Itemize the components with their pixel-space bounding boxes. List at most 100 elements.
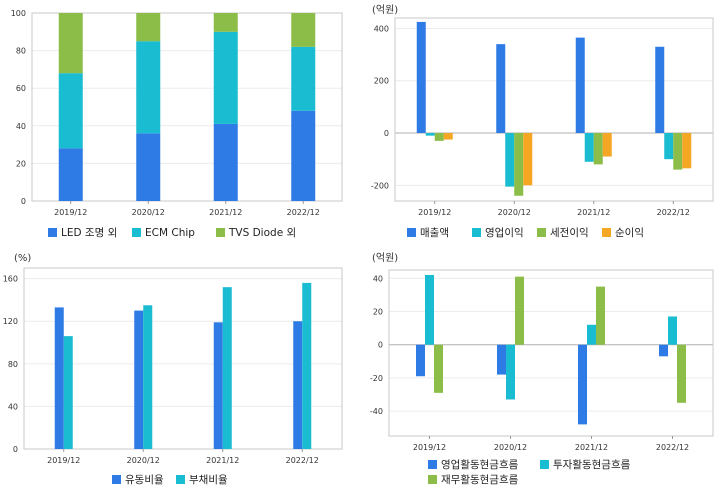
bar (587, 324, 596, 345)
bar (136, 41, 161, 134)
x-tick-label: 2019/12 (418, 208, 451, 217)
bar (416, 21, 426, 134)
y-tick-label: -20 (370, 374, 383, 383)
y-tick-label: 160 (3, 275, 18, 284)
x-tick-label: 2019/12 (54, 208, 87, 217)
unit-label: (억원) (372, 252, 398, 264)
bar (523, 133, 533, 186)
bar (302, 282, 312, 449)
bar (584, 133, 594, 162)
legend-swatch (540, 460, 549, 469)
bar (291, 46, 316, 111)
y-tick-label: 20 (373, 308, 383, 317)
y-tick-label: -40 (370, 407, 383, 416)
plot-frame (31, 12, 343, 202)
bar (575, 37, 585, 134)
legend-label: 재무활동현금흐름 (441, 473, 519, 486)
y-tick-label: 0 (384, 129, 389, 138)
bar (136, 133, 161, 201)
bar (506, 344, 515, 400)
legend-swatch (407, 228, 416, 237)
x-tick-label: 2021/12 (209, 208, 242, 217)
bar (213, 123, 238, 201)
bar (58, 73, 83, 149)
legend: LED 조명 외 ECM Chip TVS Diode 외 (48, 227, 296, 239)
bar (143, 305, 153, 449)
y-tick-label: 40 (16, 122, 26, 131)
x-tick-label: 2022/12 (656, 443, 689, 452)
bar (514, 133, 524, 196)
legend-swatch (428, 475, 437, 484)
bar (291, 13, 316, 47)
legend-label: 세전이익 (550, 227, 589, 239)
x-tick-label: 2020/12 (127, 456, 160, 465)
legend-swatch (132, 228, 141, 237)
x-tick-label: 2021/12 (577, 208, 610, 217)
legend-swatch (112, 475, 121, 484)
bar (213, 31, 238, 124)
y-tick-label: 400 (374, 24, 389, 33)
x-tick-label: 2021/12 (575, 443, 608, 452)
plot-frame (394, 17, 714, 202)
y-tick-label: 80 (8, 360, 18, 369)
y-tick-label: 0 (378, 341, 383, 350)
plot-frame (388, 269, 714, 437)
chart-revenue-mix: 0 20 40 60 80 100 2019/12 2020/12 2021/12 2022/12… (11, 9, 343, 239)
legend: 매출액 영업이익 세전이익 순이익 (407, 226, 644, 239)
y-tick-label: 0 (13, 445, 18, 454)
bar (655, 46, 665, 134)
bar (213, 322, 223, 449)
x-tick-label: 2022/12 (286, 456, 319, 465)
bar (54, 307, 64, 449)
bar (496, 44, 506, 134)
legend-item: 순이익 (602, 227, 644, 239)
legend-item: TVS Diode 외 (216, 227, 296, 239)
legend-item: 유동비율 (112, 474, 164, 486)
bar (425, 133, 435, 136)
y-tick-label: 120 (3, 317, 18, 326)
legend-item: 재무활동현금흐름 (428, 473, 519, 486)
bar (578, 344, 587, 425)
x-tick-label: 2020/12 (494, 443, 527, 452)
legend-item: 투자활동현금흐름 (540, 458, 631, 471)
x-tick-label: 2019/12 (413, 443, 446, 452)
bar (222, 287, 232, 449)
chart-profit: -200 0 200 400 (억원) 2019/12 2020/12 2021/12 2022… (371, 4, 714, 239)
legend-item: 영업활동현금흐름 (428, 458, 519, 471)
bar (416, 344, 425, 377)
bar (602, 133, 612, 157)
legend-swatch (602, 228, 611, 237)
legend: 유동비율 부채비율 (112, 474, 228, 486)
legend-label: 영업활동현금흐름 (441, 458, 519, 471)
x-tick-label: 2022/12 (657, 208, 690, 217)
bar (136, 13, 161, 42)
y-tick-label: 100 (11, 9, 26, 18)
bar (213, 13, 238, 32)
bar (63, 336, 73, 449)
bar (505, 133, 515, 187)
y-tick-label: 0 (21, 197, 26, 206)
legend-label: 순이익 (615, 227, 644, 239)
legend-swatch (428, 460, 437, 469)
x-tick-label: 2019/12 (47, 456, 80, 465)
bar (593, 133, 603, 165)
plot-frame (23, 267, 343, 450)
legend-label: TVS Diode 외 (228, 227, 296, 239)
bar (434, 344, 443, 393)
legend-item: 매출액 (407, 227, 449, 239)
legend-label: 매출액 (420, 227, 449, 239)
bar (677, 344, 686, 403)
legend-swatch (48, 228, 57, 237)
legend-label: 투자활동현금흐름 (553, 458, 631, 471)
legend-label: 부채비율 (189, 474, 228, 486)
bar (664, 133, 674, 160)
legend-item: ECM Chip (132, 227, 195, 239)
y-tick-label: 40 (8, 402, 18, 411)
y-tick-label: 200 (374, 77, 389, 86)
legend-label: LED 조명 외 (61, 227, 117, 239)
x-tick-label: 2020/12 (132, 208, 165, 217)
bar (434, 133, 444, 141)
y-tick-label: 60 (16, 84, 26, 93)
